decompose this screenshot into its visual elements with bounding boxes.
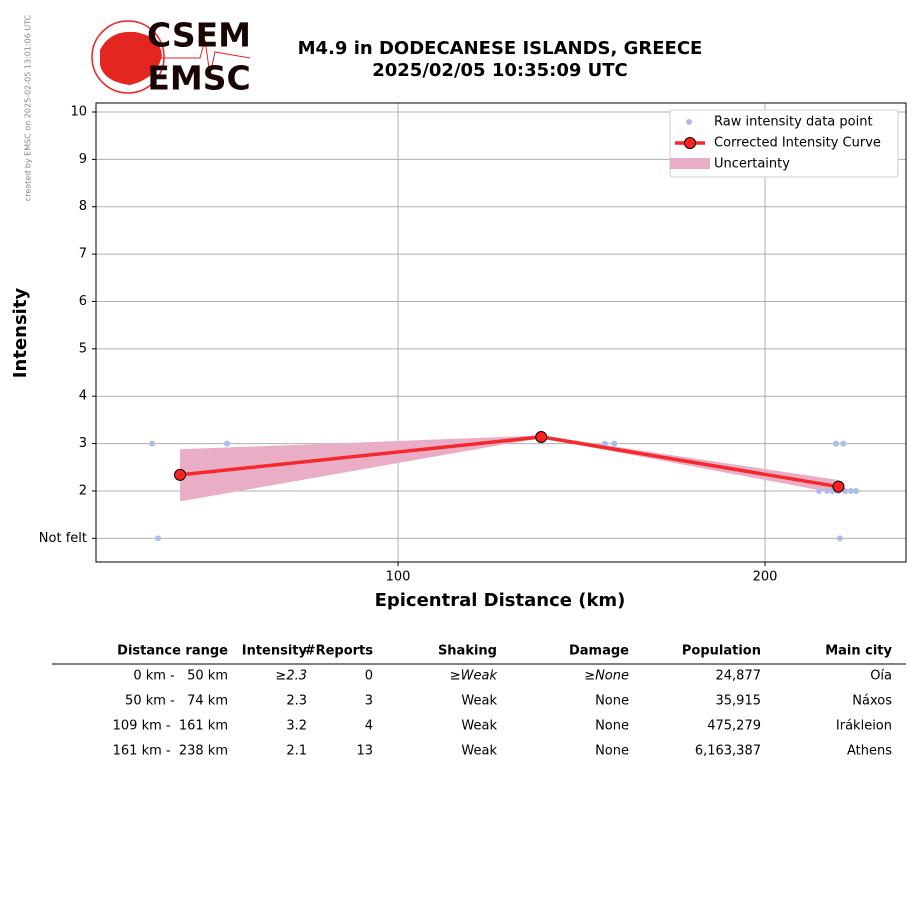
raw-point: [816, 487, 823, 494]
table-cell: None: [595, 694, 629, 709]
raw-point: [840, 440, 847, 447]
table-header: Shaking: [438, 644, 497, 659]
raw-point: [602, 440, 609, 447]
table-cell: 475,279: [707, 719, 761, 734]
logo: CSEM EMSC: [91, 16, 251, 98]
y-tick-label: 9: [79, 152, 87, 167]
curve-point: [832, 480, 845, 493]
x-tick-label: 100: [386, 570, 411, 585]
raw-point: [824, 487, 831, 494]
table-cell: Weak: [461, 719, 497, 734]
y-tick-label: 5: [79, 341, 87, 356]
y-tick-label: 7: [79, 247, 87, 262]
x-tick-label: 200: [753, 570, 778, 585]
table-cell: Náxos: [852, 694, 892, 709]
logo-bottom: EMSC: [147, 59, 250, 98]
table-cell: 161 km - 238 km: [113, 744, 228, 759]
table-header: Intensity: [242, 644, 308, 659]
table-header: Damage: [569, 644, 629, 659]
credit: created by EMSC on 2025-02-05 13:01:06 U…: [24, 14, 33, 201]
table-cell: 3.2: [286, 719, 307, 734]
y-tick-label: 8: [79, 199, 87, 214]
table-header: #Reports: [305, 644, 374, 659]
table-cell: None: [595, 719, 629, 734]
curve-point: [535, 430, 548, 443]
table-cell: 35,915: [716, 694, 762, 709]
plot-frame: [95, 102, 907, 563]
table-cell: 4: [365, 719, 373, 734]
table-cell: 0: [365, 669, 373, 684]
legend-label: Corrected Intensity Curve: [714, 136, 881, 151]
plot: Not felt 2 3 4 5 6 7 8 9 10 100 200 Raw intensity da…: [39, 102, 907, 585]
curve-point: [174, 468, 187, 481]
table-header: Population: [682, 644, 761, 659]
y-tick-label: 10: [70, 105, 87, 120]
legend-marker: [686, 119, 692, 125]
table-header: Distance range: [117, 644, 228, 659]
raw-point: [149, 440, 156, 447]
table: Distance range Intensity#Reports Shaking Da…: [52, 644, 906, 759]
logo-map: [100, 31, 162, 85]
legend-marker: [684, 137, 696, 149]
logo-top: CSEM: [147, 16, 251, 55]
y-tick-label: 4: [79, 389, 87, 404]
logo-trace: [150, 39, 251, 76]
table-cell: ≥Weak: [450, 669, 498, 684]
raw-point: [224, 440, 231, 447]
table-cell: Athens: [847, 744, 892, 759]
table-cell: 6,163,387: [695, 744, 761, 759]
chart-subtitle: 2025/02/05 10:35:09 UTC: [372, 60, 628, 81]
table-cell: 2.3: [286, 694, 307, 709]
y-tick-label: Not felt: [39, 531, 87, 546]
table-header: Main city: [825, 644, 892, 659]
table-cell: 2.1: [286, 744, 307, 759]
table-cell: Oía: [870, 669, 892, 684]
table-cell: ≥None: [584, 669, 629, 684]
chart-title: M4.9 in DODECANESE ISLANDS, GREECE: [298, 38, 703, 59]
table-cell: 50 km - 74 km: [125, 694, 228, 709]
y-tick-label: 6: [79, 294, 87, 309]
logo-ring: [91, 20, 165, 94]
table-cell: ≥2.3: [275, 669, 307, 684]
table-cell: 13: [356, 744, 373, 759]
raw-point: [853, 487, 860, 494]
raw-point: [847, 487, 854, 494]
table-cell: 109 km - 161 km: [113, 719, 228, 734]
table-cell: Weak: [461, 694, 497, 709]
uncertainty-band: [180, 435, 839, 502]
table-cell: 3: [365, 694, 373, 709]
raw-point: [155, 535, 162, 542]
legend-label: Uncertainty: [714, 157, 790, 172]
table-cell: 0 km - 50 km: [133, 669, 228, 684]
table-cell: 24,877: [716, 669, 762, 684]
raw-point: [836, 535, 843, 542]
y-axis-label: Intensity: [10, 288, 31, 379]
legend-label: Raw intensity data point: [714, 115, 873, 130]
y-tick-label: 2: [79, 483, 87, 498]
table-cell: None: [595, 744, 629, 759]
legend-box: [669, 109, 899, 178]
legend-marker: [670, 158, 710, 169]
raw-point: [832, 440, 839, 447]
table-cell: Weak: [461, 744, 497, 759]
y-tick-label: 3: [79, 436, 87, 451]
x-axis-label: Epicentral Distance (km): [375, 590, 626, 611]
table-cell: Irákleion: [836, 719, 892, 734]
raw-point: [611, 440, 618, 447]
